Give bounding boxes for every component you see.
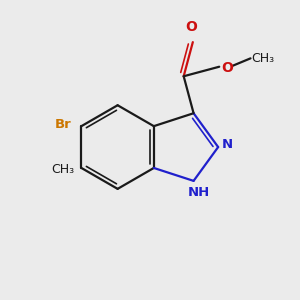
Text: CH₃: CH₃: [251, 52, 274, 65]
Text: CH₃: CH₃: [52, 163, 75, 176]
Text: O: O: [221, 61, 233, 75]
Text: O: O: [185, 20, 197, 34]
Text: NH: NH: [188, 186, 210, 199]
Text: N: N: [222, 138, 233, 151]
Text: Br: Br: [55, 118, 71, 131]
